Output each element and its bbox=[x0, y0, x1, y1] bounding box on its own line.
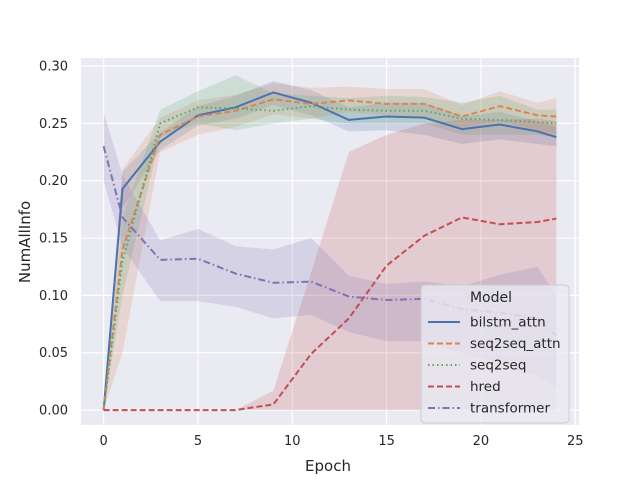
grid-lines bbox=[81, 58, 579, 425]
y-tick-label: 0.30 bbox=[39, 60, 68, 75]
legend-label-hred: hred bbox=[470, 379, 501, 395]
y-tick-label: 0.00 bbox=[39, 404, 68, 419]
y-tick-label: 0.05 bbox=[39, 346, 68, 361]
y-tick-label: 0.25 bbox=[39, 117, 68, 132]
legend: Model bilstm_attn seq2seq_attn seq2seq hred… bbox=[420, 284, 570, 424]
legend-box bbox=[420, 284, 570, 424]
y-axis-label: NumAllInfo bbox=[16, 201, 34, 283]
x-tick-label: 15 bbox=[378, 434, 395, 449]
legend-label-bilstm_attn: bilstm_attn bbox=[470, 315, 546, 331]
x-tick-label: 5 bbox=[194, 434, 202, 449]
series-lines bbox=[102, 91, 558, 412]
legend-label-seq2seq: seq2seq bbox=[470, 358, 526, 374]
legend-title: Model bbox=[470, 290, 512, 306]
x-tick-label: 20 bbox=[473, 434, 490, 449]
x-axis-label: Epoch bbox=[305, 457, 351, 475]
y-tick-label: 0.15 bbox=[39, 232, 68, 247]
bilstm_attn-line bbox=[102, 91, 557, 411]
x-tick-label: 0 bbox=[99, 434, 107, 449]
seq2seq_attn-line bbox=[102, 98, 557, 411]
y-tick-label: 0.10 bbox=[39, 289, 68, 304]
x-tick-labels: 0 5 10 15 20 25 bbox=[99, 434, 583, 449]
seq2seq_attn-band bbox=[103, 83, 557, 411]
y-tick-labels: 0.00 0.05 0.10 0.15 0.20 0.25 0.30 bbox=[39, 60, 68, 419]
y-tick-label: 0.20 bbox=[39, 174, 68, 189]
x-tick-label: 10 bbox=[284, 434, 301, 449]
x-tick-label: 25 bbox=[567, 434, 584, 449]
hred-line bbox=[103, 216, 557, 412]
legend-label-seq2seq_attn: seq2seq_attn bbox=[470, 336, 561, 352]
seq2seq-line bbox=[102, 105, 557, 411]
legend-label-transformer: transformer bbox=[470, 401, 550, 417]
legend-items: bilstm_attn seq2seq_attn seq2seq hred transf… bbox=[428, 315, 561, 417]
transformer-line bbox=[102, 146, 558, 337]
